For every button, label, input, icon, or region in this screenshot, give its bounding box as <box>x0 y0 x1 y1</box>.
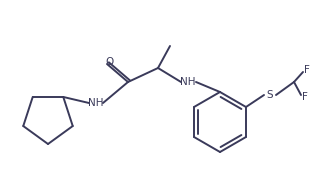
Text: O: O <box>106 57 114 67</box>
Text: S: S <box>267 90 273 100</box>
Text: F: F <box>302 92 308 102</box>
Text: NH: NH <box>180 77 196 87</box>
Text: NH: NH <box>88 98 104 108</box>
Text: F: F <box>304 65 310 75</box>
